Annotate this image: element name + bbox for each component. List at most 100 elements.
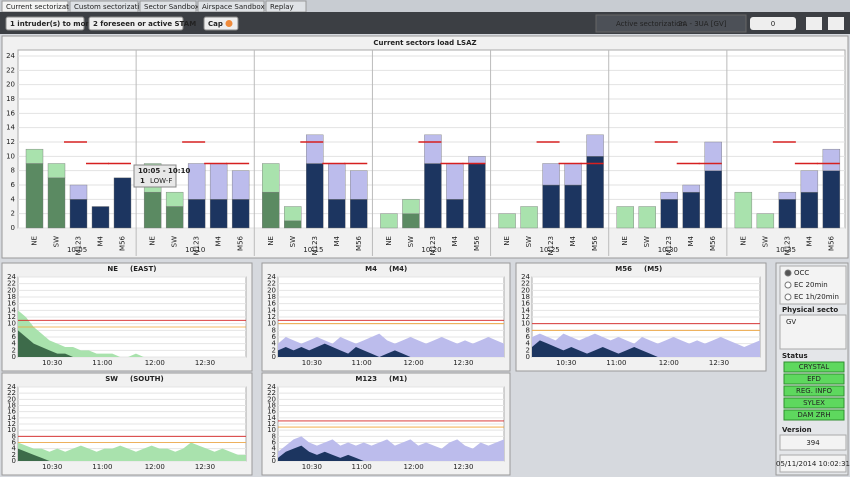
user-button[interactable] — [806, 17, 822, 30]
small-chart-title: M4 — [365, 265, 377, 273]
sector-label: M4 — [687, 235, 695, 246]
datetime-box — [779, 454, 847, 473]
y-tick-label: 4 — [11, 195, 16, 203]
small-chart-subtitle: (SOUTH) — [130, 375, 164, 383]
bar-segment — [47, 177, 66, 229]
y-tick-label: 2 — [12, 451, 16, 459]
sector-label: M56 — [119, 235, 127, 250]
y-tick-label: 18 — [7, 402, 16, 410]
print-button[interactable] — [828, 17, 844, 30]
sector-label: SW — [643, 236, 651, 247]
y-tick-label: 14 — [7, 414, 16, 422]
load-area — [278, 436, 504, 461]
x-tick-label: 10:30 — [302, 359, 322, 367]
y-tick-label: 24 — [267, 383, 276, 391]
bar-segment — [564, 163, 582, 186]
bar-segment — [284, 220, 302, 229]
tooltip-label: LOW-F — [150, 177, 172, 185]
group-time: 10:30 — [658, 246, 678, 254]
mode-radio[interactable] — [784, 293, 792, 301]
small-chart-subtitle: (M5) — [644, 265, 662, 273]
datetime: 05/11/2014 10:02:31 — [776, 460, 850, 468]
group-time: 10:20 — [421, 246, 441, 254]
mode-label: OCC — [794, 269, 809, 277]
x-tick-label: 11:00 — [352, 463, 372, 471]
bar-segment — [734, 191, 753, 229]
y-tick-label: 4 — [12, 340, 17, 348]
y-tick-label: 8 — [11, 167, 15, 175]
bar-segment — [25, 148, 44, 164]
y-tick-label: 22 — [7, 280, 16, 288]
y-tick-label: 0 — [12, 457, 16, 465]
y-tick-label: 22 — [267, 389, 276, 397]
status-button[interactable] — [783, 397, 845, 409]
load-area — [278, 343, 504, 357]
y-tick-label: 24 — [267, 273, 276, 281]
x-tick-label: 12:00 — [145, 359, 165, 367]
toolbar-button[interactable] — [88, 16, 184, 31]
tab-label: Current sectorization — [6, 3, 80, 11]
toolbar-button-label: Cap — [208, 20, 223, 28]
counter-box[interactable] — [750, 17, 796, 30]
bar-segment — [402, 213, 420, 229]
y-tick-label: 16 — [267, 408, 276, 416]
bar-segment — [542, 184, 560, 229]
bar-segment — [446, 199, 464, 229]
bar-segment — [682, 191, 700, 229]
y-tick-label: 16 — [7, 408, 16, 416]
bar-segment — [231, 170, 250, 200]
bar-segment — [704, 170, 722, 229]
active-value: 2A - 3UA [GV] — [678, 20, 727, 28]
toolbar-button-label: 1 intruder(s) to monitor — [10, 20, 105, 28]
bar-segment — [564, 184, 582, 229]
y-tick-label: 2 — [272, 346, 276, 354]
sector-label: NE — [267, 236, 275, 246]
x-tick-label: 12:00 — [404, 359, 424, 367]
sector-label: M4 — [215, 235, 223, 246]
y-tick-label: 12 — [7, 313, 16, 321]
x-tick-label: 12:00 — [145, 463, 165, 471]
group-time: 10:25 — [540, 246, 560, 254]
y-tick-label: 16 — [267, 300, 276, 308]
mode-radio[interactable] — [784, 281, 792, 289]
y-tick-label: 0 — [526, 353, 530, 361]
bar-segment — [800, 170, 819, 193]
mode-label: EC 1h/20min — [794, 293, 839, 301]
tab-label: Airspace Sandbox — [202, 3, 265, 11]
status-button[interactable] — [783, 361, 845, 373]
y-tick-label: 10 — [7, 426, 16, 434]
y-tick-label: 24 — [7, 273, 16, 281]
bar-segment — [350, 199, 368, 229]
y-tick-label: 12 — [6, 138, 15, 146]
y-tick-label: 8 — [526, 326, 530, 334]
y-tick-label: 16 — [7, 300, 16, 308]
mode-radio[interactable] — [784, 269, 792, 277]
y-tick-label: 6 — [11, 181, 16, 189]
load-area — [532, 333, 760, 357]
sector-label: M4 — [569, 235, 577, 246]
bar-segment — [822, 148, 841, 171]
y-tick-label: 22 — [7, 389, 16, 397]
toolbar-button[interactable] — [5, 16, 85, 31]
y-tick-label: 6 — [526, 333, 531, 341]
status-button[interactable] — [783, 409, 845, 421]
bar-segment — [498, 213, 516, 229]
bar-segment — [704, 141, 722, 171]
bar-segment — [284, 206, 302, 222]
y-tick-label: 10 — [6, 152, 15, 160]
bar-segment — [660, 199, 678, 229]
x-tick-label: 12:30 — [195, 463, 215, 471]
y-tick-label: 4 — [12, 445, 17, 453]
status-button[interactable] — [783, 373, 845, 385]
x-tick-label: 11:00 — [352, 359, 372, 367]
status-text: REG. INFO — [796, 387, 832, 395]
status-button[interactable] — [783, 385, 845, 397]
small-chart-subtitle: (EAST) — [130, 265, 156, 273]
bar-segment — [638, 206, 656, 229]
small-chart-title: NE — [107, 265, 118, 273]
active-box — [595, 14, 747, 33]
y-tick-label: 22 — [521, 280, 530, 288]
mode-label: EC 20min — [794, 281, 828, 289]
bar-segment — [424, 134, 442, 164]
sector-label: SW — [407, 236, 415, 247]
